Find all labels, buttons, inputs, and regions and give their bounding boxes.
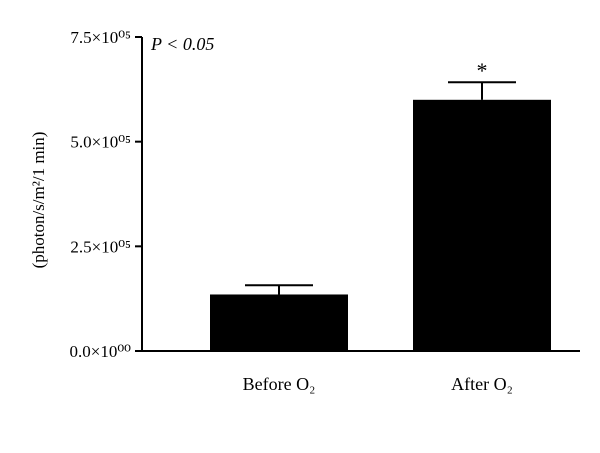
- y-axis: 0.0×10⁰⁰ 2.5×10⁰⁵ 5.0×10⁰⁵ 7.5×10⁰⁵: [70, 28, 143, 361]
- y-axis-label: (photon/s/m²/1 min): [29, 132, 48, 269]
- error-bars: [245, 81, 516, 295]
- y-tick-label: 7.5×10⁰⁵: [70, 28, 131, 47]
- bar-before: [210, 294, 348, 351]
- x-tick-label: Before O₂: [243, 374, 316, 394]
- significance-marker: *: [477, 58, 488, 83]
- y-tick-label: 0.0×10⁰⁰: [70, 342, 132, 361]
- x-axis: Before O₂ After O₂: [142, 350, 580, 394]
- bar-after: [413, 99, 551, 351]
- y-tick-label: 5.0×10⁰⁵: [70, 133, 131, 152]
- y-tick-label: 2.5×10⁰⁵: [70, 237, 131, 256]
- significance-text: P < 0.05: [150, 34, 214, 54]
- x-tick-label: After O₂: [451, 374, 513, 394]
- bars: [210, 99, 551, 351]
